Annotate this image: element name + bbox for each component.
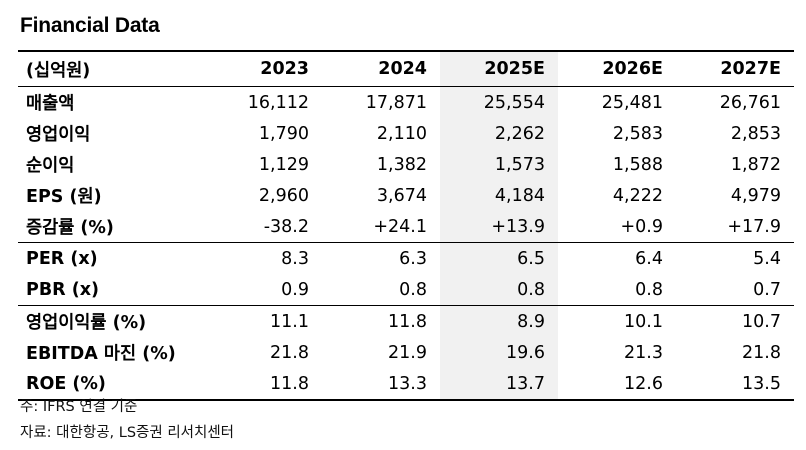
row-label: 증감률 (%) <box>18 211 204 243</box>
cell-value: 16,112 <box>247 92 309 113</box>
cell-value: 10.7 <box>742 311 781 332</box>
row-label: EPS (원) <box>26 187 102 207</box>
row-label: ROE (%) <box>18 368 204 401</box>
table-row: 증감률 (%) -38.2 +24.1 +13.9 +0.9 +17.9 <box>18 211 794 243</box>
year-header: 2023 <box>204 51 322 87</box>
row-label: EBITDA 마진 (%) <box>26 344 176 364</box>
cell-value: 2,583 <box>612 123 663 144</box>
cell-value: 4,222 <box>612 185 663 206</box>
cell-value: 11.1 <box>270 311 309 332</box>
cell-value: +17.9 <box>676 211 794 243</box>
cell-value: 21.8 <box>270 342 309 363</box>
cell-value: 13.5 <box>676 368 794 401</box>
cell-value: +13.9 <box>440 211 558 243</box>
table-row: 매출액 16,112 17,871 25,554 25,481 26,761 <box>18 86 794 118</box>
cell-value: 5.4 <box>753 248 781 269</box>
cell-value: 3,674 <box>376 185 427 206</box>
page-title: Financial Data <box>20 14 160 37</box>
cell-value: 11.8 <box>388 311 427 332</box>
cell-value: 21.3 <box>624 342 663 363</box>
table-row: EPS (원) 2,960 3,674 4,184 4,222 4,979 <box>18 180 794 211</box>
cell-value: 12.6 <box>558 368 676 401</box>
source-note: 자료: 대한항공, LS증권 리서치센터 <box>20 425 235 441</box>
unit-label: (십억원) <box>18 51 204 87</box>
cell-value: 6.3 <box>399 248 427 269</box>
financial-table-container: (십억원) 2023 2024 2025E 2026E 2027E 매출액 16… <box>18 50 794 401</box>
cell-value: 10.1 <box>624 311 663 332</box>
table-row: PBR (x) 0.9 0.8 0.8 0.8 0.7 <box>18 274 794 306</box>
cell-value: 1,588 <box>612 154 663 175</box>
cell-value: 0.9 <box>204 274 322 306</box>
cell-value: 21.9 <box>388 342 427 363</box>
cell-value: -38.2 <box>204 211 322 243</box>
year-header: 2027E <box>676 51 794 87</box>
cell-value: 21.8 <box>742 342 781 363</box>
row-label: PER (x) <box>26 248 98 269</box>
row-label: 순이익 <box>26 156 75 176</box>
row-label: 영업이익 <box>26 125 91 145</box>
table-row: 영업이익률 (%) 11.1 11.8 8.9 10.1 10.7 <box>18 305 794 337</box>
cell-value: 4,184 <box>440 180 558 211</box>
cell-value: 4,979 <box>730 185 781 206</box>
cell-value: 8.3 <box>281 248 309 269</box>
footnote: 주: IFRS 연결 기준 <box>20 399 138 415</box>
cell-value: 0.7 <box>676 274 794 306</box>
financial-table: (십억원) 2023 2024 2025E 2026E 2027E 매출액 16… <box>18 50 794 401</box>
cell-value: 2,110 <box>376 123 427 144</box>
year-header: 2025E <box>440 51 558 87</box>
cell-value: 0.8 <box>322 274 440 306</box>
table-row: PER (x) 8.3 6.3 6.5 6.4 5.4 <box>18 242 794 274</box>
table-row: EBITDA 마진 (%) 21.8 21.9 19.6 21.3 21.8 <box>18 337 794 368</box>
table-row: 순이익 1,129 1,382 1,573 1,588 1,872 <box>18 149 794 180</box>
row-label: 영업이익률 (%) <box>26 313 147 333</box>
cell-value: +24.1 <box>322 211 440 243</box>
cell-value: 25,481 <box>601 92 663 113</box>
cell-value: +0.9 <box>558 211 676 243</box>
cell-value: 2,960 <box>258 185 309 206</box>
cell-value: 1,382 <box>376 154 427 175</box>
cell-value: 25,554 <box>440 86 558 118</box>
cell-value: 19.6 <box>440 337 558 368</box>
cell-value: 13.7 <box>440 368 558 401</box>
cell-value: 17,871 <box>365 92 427 113</box>
row-label: PBR (x) <box>18 274 204 306</box>
row-label: 매출액 <box>26 94 75 114</box>
cell-value: 1,872 <box>730 154 781 175</box>
cell-value: 8.9 <box>440 305 558 337</box>
cell-value: 1,790 <box>258 123 309 144</box>
year-header: 2026E <box>558 51 676 87</box>
cell-value: 13.3 <box>322 368 440 401</box>
table-row: 영업이익 1,790 2,110 2,262 2,583 2,853 <box>18 118 794 149</box>
cell-value: 6.4 <box>635 248 663 269</box>
cell-value: 11.8 <box>204 368 322 401</box>
cell-value: 2,853 <box>730 123 781 144</box>
cell-value: 0.8 <box>440 274 558 306</box>
table-header-row: (십억원) 2023 2024 2025E 2026E 2027E <box>18 51 794 87</box>
cell-value: 0.8 <box>558 274 676 306</box>
cell-value: 2,262 <box>440 118 558 149</box>
year-header: 2024 <box>322 51 440 87</box>
cell-value: 1,129 <box>258 154 309 175</box>
table-row: ROE (%) 11.8 13.3 13.7 12.6 13.5 <box>18 368 794 401</box>
cell-value: 1,573 <box>440 149 558 180</box>
cell-value: 26,761 <box>719 92 781 113</box>
cell-value: 6.5 <box>440 242 558 274</box>
